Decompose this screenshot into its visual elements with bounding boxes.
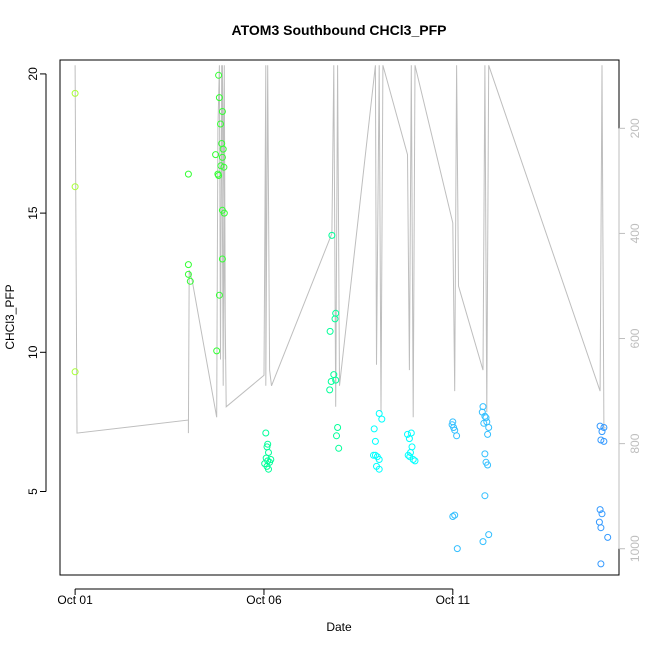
data-point: [215, 291, 223, 299]
data-point: [451, 511, 459, 519]
data-point: [71, 89, 79, 97]
data-point: [481, 450, 489, 458]
data-point: [217, 120, 224, 128]
data-point: [218, 108, 226, 115]
x-axis-label: Date: [326, 620, 352, 634]
chart-title: ATOM3 Southbound CHCl3_PFP: [232, 22, 447, 38]
data-point: [371, 437, 379, 445]
data-point: [265, 449, 272, 456]
data-point: [375, 465, 383, 473]
data-point: [262, 429, 270, 437]
data-point: [335, 444, 343, 452]
data-point: [485, 531, 493, 539]
data-point: [484, 430, 492, 438]
secondary-y-axis: 200 400 600 800 1000: [618, 118, 642, 562]
data-point: [71, 183, 79, 191]
data-point: [375, 410, 383, 417]
data-point: [404, 451, 412, 459]
data-point: [184, 261, 192, 269]
y2-tick-label: 600: [628, 328, 642, 348]
data-point: [333, 432, 340, 440]
data-point: [265, 465, 272, 473]
data-point: [370, 425, 378, 433]
data-point: [218, 153, 226, 161]
data-point: [215, 172, 223, 179]
data-point: [332, 376, 340, 384]
data-point: [597, 560, 605, 568]
y-tick-label: 20: [26, 67, 40, 81]
data-points: [71, 71, 612, 568]
data-point: [334, 424, 342, 431]
y-axis: 5 10 15 20: [26, 67, 47, 495]
x-axis: Oct 01 Oct 06 Oct 11: [57, 588, 471, 607]
y-axis-label: CHCl3_PFP: [3, 284, 17, 349]
data-point: [482, 414, 490, 422]
data-point: [378, 415, 386, 423]
data-point: [595, 518, 603, 526]
data-point: [404, 430, 411, 438]
data-point: [212, 151, 220, 159]
data-point: [409, 456, 417, 463]
altitude-line: [74, 65, 606, 434]
data-point: [331, 315, 339, 323]
data-point: [267, 456, 275, 463]
x-tick-label: Oct 11: [436, 593, 471, 607]
y2-tick-label: 200: [628, 118, 642, 138]
x-tick-label: Oct 01: [57, 593, 93, 607]
data-point: [328, 231, 336, 239]
data-point: [411, 457, 419, 465]
data-point: [481, 492, 489, 500]
data-point: [453, 432, 461, 440]
data-point: [186, 277, 194, 285]
data-point: [598, 428, 606, 436]
data-point: [71, 368, 79, 376]
data-point: [220, 209, 228, 217]
data-point: [264, 440, 272, 448]
data-point: [449, 513, 457, 520]
y2-tick-label: 1000: [628, 535, 642, 562]
data-point: [370, 451, 377, 459]
data-point: [326, 327, 334, 335]
data-point: [453, 545, 461, 553]
data-point: [215, 94, 223, 102]
data-point: [184, 270, 192, 278]
data-point: [600, 424, 608, 431]
data-point: [408, 443, 416, 451]
data-point: [332, 309, 340, 317]
data-point: [371, 451, 379, 459]
data-point: [600, 437, 608, 445]
data-point: [215, 71, 223, 79]
altitude-series: [74, 65, 606, 434]
data-point: [375, 456, 383, 463]
data-point: [604, 533, 612, 541]
data-point: [184, 170, 192, 178]
data-point: [220, 163, 228, 171]
x-tick-label: Oct 06: [246, 593, 282, 607]
y-tick-label: 10: [26, 345, 40, 359]
data-point: [326, 386, 334, 394]
data-point: [213, 347, 221, 355]
data-point: [597, 524, 605, 532]
data-point: [218, 255, 226, 263]
data-point: [596, 506, 604, 514]
data-point: [219, 145, 227, 153]
y2-tick-label: 400: [628, 223, 642, 243]
data-point: [485, 424, 493, 431]
data-point: [405, 435, 413, 443]
data-point: [407, 429, 415, 437]
data-point: [479, 538, 487, 546]
y2-tick-label: 800: [628, 433, 642, 453]
y-tick-label: 5: [26, 488, 40, 495]
data-point: [484, 461, 492, 469]
data-point: [598, 510, 606, 518]
y-tick-label: 15: [26, 206, 40, 220]
data-point: [327, 378, 335, 385]
